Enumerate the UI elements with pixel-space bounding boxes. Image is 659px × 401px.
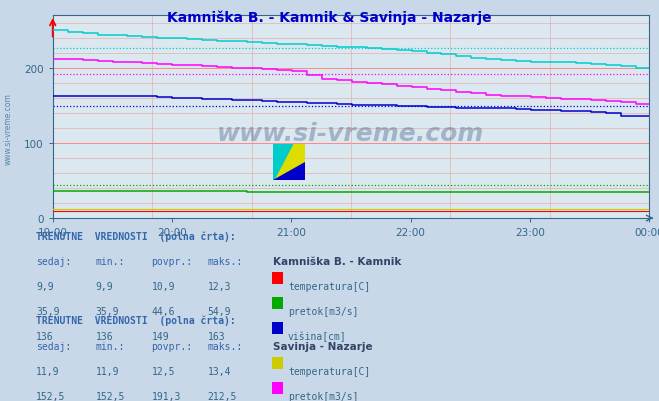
Text: min.:: min.:: [96, 341, 125, 351]
Text: pretok[m3/s]: pretok[m3/s]: [288, 391, 358, 401]
Text: 44,6: 44,6: [152, 306, 175, 316]
Text: min.:: min.:: [96, 257, 125, 267]
Text: 212,5: 212,5: [208, 391, 237, 401]
Text: 11,9: 11,9: [96, 366, 119, 376]
Text: maks.:: maks.:: [208, 341, 243, 351]
Text: višina[cm]: višina[cm]: [288, 331, 347, 342]
Polygon shape: [273, 162, 305, 180]
Text: povpr.:: povpr.:: [152, 341, 192, 351]
Text: 10,9: 10,9: [152, 282, 175, 292]
Text: sedaj:: sedaj:: [36, 341, 71, 351]
Text: 13,4: 13,4: [208, 366, 231, 376]
Text: Kamniška B. - Kamnik: Kamniška B. - Kamnik: [273, 257, 402, 267]
Text: 9,9: 9,9: [36, 282, 54, 292]
Text: Savinja - Nazarje: Savinja - Nazarje: [273, 341, 373, 351]
Text: 54,9: 54,9: [208, 306, 231, 316]
Text: sedaj:: sedaj:: [36, 257, 71, 267]
Text: 136: 136: [96, 331, 113, 341]
Text: 152,5: 152,5: [36, 391, 66, 401]
Text: www.si-vreme.com: www.si-vreme.com: [217, 122, 484, 146]
Text: 163: 163: [208, 331, 225, 341]
Text: 136: 136: [36, 331, 54, 341]
Text: Kamniška B. - Kamnik & Savinja - Nazarje: Kamniška B. - Kamnik & Savinja - Nazarje: [167, 10, 492, 24]
Text: www.si-vreme.com: www.si-vreme.com: [3, 93, 13, 164]
Text: TRENUTNE  VREDNOSTI  (polna črta):: TRENUTNE VREDNOSTI (polna črta):: [36, 231, 236, 241]
Text: 12,3: 12,3: [208, 282, 231, 292]
Text: povpr.:: povpr.:: [152, 257, 192, 267]
Text: 11,9: 11,9: [36, 366, 60, 376]
Text: TRENUTNE  VREDNOSTI  (polna črta):: TRENUTNE VREDNOSTI (polna črta):: [36, 315, 236, 325]
Polygon shape: [273, 144, 293, 180]
Text: 149: 149: [152, 331, 169, 341]
Text: 9,9: 9,9: [96, 282, 113, 292]
Text: 152,5: 152,5: [96, 391, 125, 401]
Text: 35,9: 35,9: [36, 306, 60, 316]
Text: maks.:: maks.:: [208, 257, 243, 267]
Text: pretok[m3/s]: pretok[m3/s]: [288, 306, 358, 316]
Text: temperatura[C]: temperatura[C]: [288, 366, 370, 376]
Text: 191,3: 191,3: [152, 391, 181, 401]
Text: temperatura[C]: temperatura[C]: [288, 282, 370, 292]
Text: 35,9: 35,9: [96, 306, 119, 316]
Text: 12,5: 12,5: [152, 366, 175, 376]
